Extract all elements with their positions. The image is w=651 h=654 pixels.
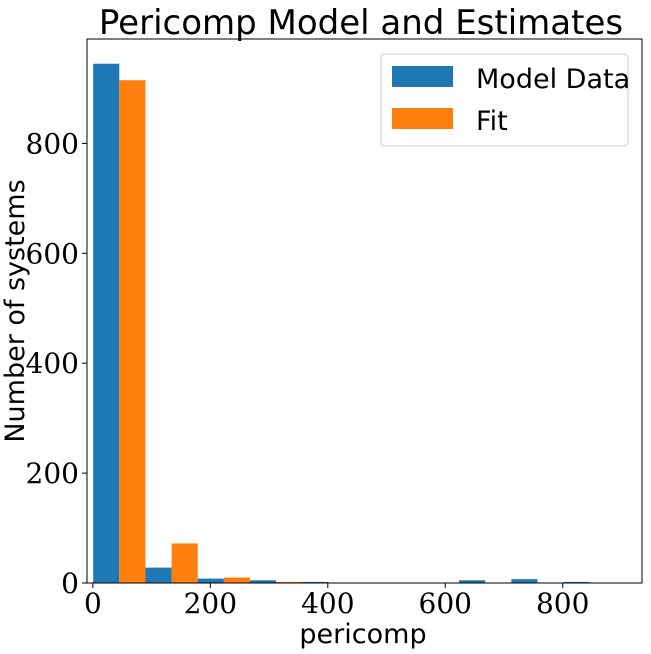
legend-label-model-data: Model Data <box>476 64 630 95</box>
x-tick-label: 800 <box>536 587 589 620</box>
x-tick-label: 200 <box>184 587 237 620</box>
y-tick-label: 400 <box>26 347 79 380</box>
bar-model-data-4 <box>302 581 329 583</box>
bar-model-data-1 <box>145 567 172 583</box>
bar-model-data-9 <box>563 581 590 583</box>
chart-title: Pericomp Model and Estimates <box>99 3 623 43</box>
x-tick-label: 600 <box>419 587 472 620</box>
y-axis-label: Number of systems <box>0 179 31 442</box>
x-ticks: 0 200 400 600 800 <box>84 583 589 620</box>
plot-frame <box>86 38 643 584</box>
bar-model-data-7 <box>459 580 486 583</box>
bar-model-data-8 <box>511 579 538 583</box>
bar-fit-3 <box>276 581 303 583</box>
bar-fit-0 <box>119 80 146 583</box>
bar-model-data-0 <box>93 63 120 583</box>
x-tick-label: 400 <box>301 587 354 620</box>
y-ticks: 0 200 400 600 800 <box>26 127 87 600</box>
bar-fit-1 <box>171 543 198 583</box>
legend-swatch-model-data <box>392 66 453 87</box>
bar-model-data-2 <box>197 578 224 583</box>
bar-fit-2 <box>223 577 250 583</box>
y-tick-label: 800 <box>26 127 79 160</box>
y-tick-label: 600 <box>26 237 79 270</box>
bars-group <box>93 63 590 583</box>
y-tick-label: 0 <box>61 567 79 600</box>
bar-model-data-3 <box>249 580 277 583</box>
y-tick-label: 200 <box>26 457 79 490</box>
x-tick-label: 0 <box>84 587 102 620</box>
legend: Model Data Fit <box>380 53 630 147</box>
x-axis-label: pericomp <box>299 619 426 650</box>
legend-swatch-fit <box>392 108 453 129</box>
legend-label-fit: Fit <box>476 106 508 137</box>
